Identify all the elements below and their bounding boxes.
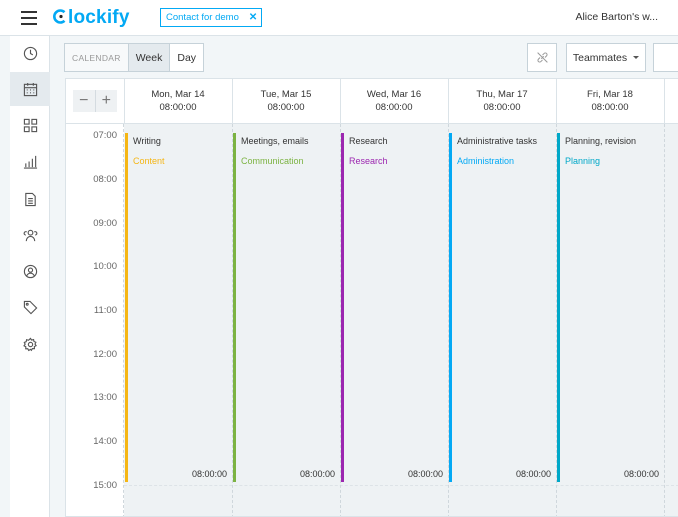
day-name: Thu, Mar 17 (476, 89, 528, 100)
sidebar-item-dashboard[interactable] (10, 108, 50, 142)
main-content: CALENDAR Week Day Teammates − + Mon, Mar… (51, 36, 678, 517)
entry-project: Communication (241, 156, 304, 166)
week-view-button[interactable]: Week (127, 43, 171, 72)
day-name: Fri, Mar 18 (587, 89, 633, 100)
time-entry[interactable]: Writing Content 08:00:00 (125, 133, 231, 482)
zoom-controls: − + (73, 90, 117, 112)
day-divider (664, 124, 665, 516)
top-bar: lockify Contact for demo ✕ Alice Barton'… (0, 0, 678, 36)
menu-icon[interactable] (21, 11, 37, 25)
hour-label: 08:00 (93, 174, 117, 185)
caret-down-icon (633, 56, 640, 59)
sidebar-item-settings[interactable] (10, 327, 50, 361)
unlink-icon (536, 52, 548, 63)
sidebar-item-clients[interactable] (10, 254, 50, 288)
reports-icon (23, 155, 37, 169)
entry-description: Meetings, emails (241, 136, 309, 146)
calendar-icon (23, 82, 37, 96)
day-total: 08:00:00 (483, 102, 521, 113)
entry-project: Research (349, 156, 388, 166)
entry-description: Planning, revision (565, 136, 637, 146)
hour-label: 10:00 (93, 261, 117, 272)
sidebar-item-projects[interactable] (10, 182, 50, 216)
day-view-button[interactable]: Day (169, 43, 205, 72)
sidebar-item-time-tracker[interactable] (10, 36, 50, 70)
time-entry[interactable]: Research Research 08:00:00 (341, 133, 447, 482)
teammates-dropdown[interactable]: Teammates (566, 43, 646, 72)
sidebar-item-team[interactable] (10, 218, 50, 252)
hour-label: 11:00 (93, 305, 117, 316)
calendar-grid: 07:00 08:00 09:00 10:00 11:00 12:00 13:0… (66, 124, 678, 516)
entry-project: Content (133, 156, 165, 166)
entry-duration: 08:00:00 (191, 469, 227, 479)
day-header: Wed, Mar 16 08:00:00 (340, 79, 447, 124)
entry-duration: 08:00:00 (515, 469, 551, 479)
day-divider (232, 124, 233, 516)
day-divider (556, 124, 557, 516)
sidebar-item-reports[interactable] (10, 144, 50, 178)
day-header: Tue, Mar 15 08:00:00 (232, 79, 339, 124)
projects-icon (24, 192, 36, 206)
entry-description: Writing (133, 136, 161, 146)
grid-line (124, 485, 678, 486)
time-entry[interactable]: Meetings, emails Communication 08:00:00 (233, 133, 339, 482)
day-total: 08:00:00 (159, 102, 197, 113)
time-entry[interactable]: Planning, revision Planning 08:00:00 (557, 133, 663, 482)
hour-label: 09:00 (93, 218, 117, 229)
day-header: Thu, Mar 17 08:00:00 (448, 79, 555, 124)
time-entry[interactable]: Administrative tasks Administration 08:0… (449, 133, 555, 482)
sidebar-item-tags[interactable] (10, 290, 50, 324)
hour-label: 07:00 (93, 130, 117, 141)
zoom-out-button[interactable]: − (79, 92, 89, 109)
day-name: Mon, Mar 14 (151, 89, 205, 100)
dashboard-icon (23, 118, 37, 132)
day-header: Mon, Mar 14 08:00:00 (124, 79, 231, 124)
hour-label: 12:00 (93, 349, 117, 360)
week-calendar: − + Mon, Mar 14 08:00:00 Tue, Mar 15 08:… (65, 78, 678, 517)
teammates-label: Teammates (572, 51, 628, 64)
clock-icon (23, 46, 37, 60)
date-picker-button[interactable] (653, 43, 678, 72)
calendar-view-label: CALENDAR (64, 43, 129, 72)
team-icon (23, 229, 37, 241)
contact-demo-chip[interactable]: Contact for demo ✕ (160, 8, 263, 27)
sidebar-item-calendar[interactable] (10, 72, 50, 106)
hour-label: 13:00 (93, 392, 117, 403)
time-column: 07:00 08:00 09:00 10:00 11:00 12:00 13:0… (66, 124, 124, 516)
clients-icon (23, 264, 37, 278)
entry-duration: 08:00:00 (299, 469, 335, 479)
logo[interactable]: lockify (53, 7, 130, 29)
sidebar (10, 36, 50, 517)
day-total: 08:00:00 (375, 102, 413, 113)
tag-icon (23, 300, 37, 314)
entry-project: Administration (457, 156, 515, 166)
workspace-user-menu[interactable]: Alice Barton's w... (575, 11, 658, 23)
zoom-in-button[interactable]: + (94, 90, 118, 112)
clockify-logo-icon (53, 9, 66, 24)
day-total: 08:00:00 (591, 102, 629, 113)
day-total: 08:00:00 (267, 102, 305, 113)
view-toolbar: CALENDAR Week Day (64, 43, 205, 72)
day-header (664, 79, 678, 124)
close-icon[interactable]: ✕ (248, 12, 258, 23)
logo-text: lockify (68, 7, 130, 28)
day-divider (340, 124, 341, 516)
entry-duration: 08:00:00 (407, 469, 443, 479)
calendar-header: − + Mon, Mar 14 08:00:00 Tue, Mar 15 08:… (66, 79, 678, 124)
hour-label: 14:00 (93, 436, 117, 447)
settings-icon (22, 337, 37, 351)
entry-project: Planning (565, 156, 601, 166)
hour-label: 15:00 (93, 480, 117, 491)
link-toggle-button[interactable] (527, 43, 557, 72)
entry-description: Research (349, 136, 388, 146)
contact-demo-label: Contact for demo (166, 12, 239, 23)
day-name: Tue, Mar 15 (260, 89, 312, 100)
day-divider (448, 124, 449, 516)
entry-description: Administrative tasks (457, 136, 538, 146)
entry-duration: 08:00:00 (623, 469, 659, 479)
day-header: Fri, Mar 18 08:00:00 (556, 79, 663, 124)
day-name: Wed, Mar 16 (366, 89, 422, 100)
